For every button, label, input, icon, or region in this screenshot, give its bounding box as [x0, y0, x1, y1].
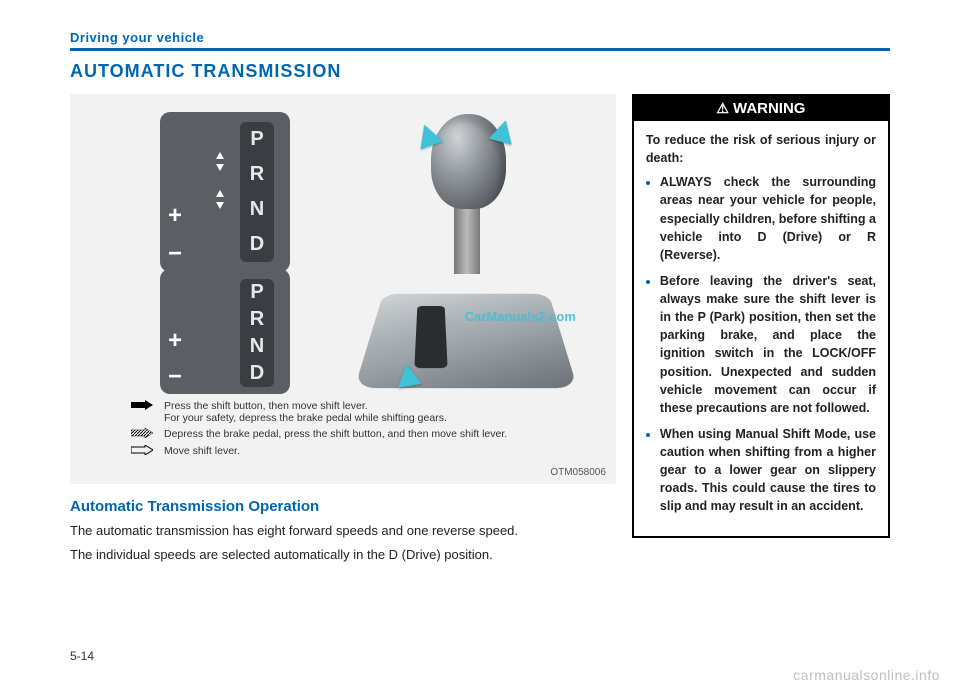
- warning-box: ⚠WARNING To reduce the risk of serious i…: [632, 94, 890, 538]
- section-header: Driving your vehicle: [70, 30, 890, 51]
- diagram-legend: Press the shift button, then move shift …: [130, 400, 596, 462]
- warning-heading: ⚠WARNING: [634, 96, 888, 121]
- shift-knob-illustration: [346, 114, 576, 414]
- legend-text: Depress the brake pedal, press the shift…: [164, 428, 507, 440]
- legend-text: For your safety, depress the brake pedal…: [164, 412, 447, 424]
- warning-intro: To reduce the risk of serious injury or …: [646, 131, 876, 167]
- hatched-arrow-icon: [130, 428, 154, 441]
- shifter-slot: [414, 306, 447, 368]
- page-number: 5-14: [70, 649, 94, 663]
- minus-bottom: −: [168, 363, 182, 391]
- shifter-shaft: [454, 204, 480, 274]
- footer-watermark: carmanualsonline.info: [793, 667, 940, 683]
- gear-r: R: [250, 308, 264, 331]
- gear-n: N: [250, 198, 264, 221]
- gear-r: R: [250, 163, 264, 186]
- arrow-icon: [216, 202, 224, 209]
- gear-track-top: P R N D: [240, 122, 274, 262]
- gear-n: N: [250, 335, 264, 358]
- warning-label: WARNING: [733, 100, 806, 117]
- gear-p: P: [250, 281, 263, 304]
- legend-text: Move shift lever.: [164, 445, 240, 457]
- shifter-base: [354, 294, 577, 388]
- gear-d: D: [250, 233, 264, 256]
- arrow-icon: [216, 190, 224, 197]
- warning-list: ALWAYS check the surrounding areas near …: [646, 173, 876, 515]
- shifter-panel-top: P R N D + −: [160, 112, 290, 272]
- warning-item: When using Manual Shift Mode, use cautio…: [660, 425, 876, 516]
- subheading: Automatic Transmission Operation: [70, 498, 616, 515]
- warning-item: Before leaving the driver's seat, always…: [660, 272, 876, 417]
- arrow-icon: [216, 164, 224, 171]
- outline-arrow-icon: [130, 445, 154, 458]
- gear-d: D: [250, 362, 264, 385]
- gear-p: P: [250, 128, 263, 151]
- body-text: The automatic transmission has eight for…: [70, 521, 616, 541]
- minus-top: −: [168, 240, 182, 268]
- body-text: The individual speeds are selected autom…: [70, 545, 616, 565]
- shift-diagram: P R N D + − P R: [70, 94, 616, 484]
- gear-track-bottom: P R N D: [240, 279, 274, 387]
- solid-arrow-icon: [130, 400, 154, 413]
- warning-triangle-icon: ⚠: [716, 100, 729, 116]
- arrow-icon: [216, 152, 224, 159]
- cyan-arrow-icon: [394, 362, 421, 388]
- shifter-panel-bottom: P R N D + −: [160, 269, 290, 394]
- plus-top: +: [168, 202, 182, 230]
- warning-item: ALWAYS check the surrounding areas near …: [660, 173, 876, 264]
- figure-id: OTM058006: [550, 467, 606, 478]
- page-title: AUTOMATIC TRANSMISSION: [70, 61, 890, 82]
- plus-bottom: +: [168, 327, 182, 355]
- legend-text: Press the shift button, then move shift …: [164, 400, 447, 412]
- watermark: CarManuals2.com: [465, 309, 576, 324]
